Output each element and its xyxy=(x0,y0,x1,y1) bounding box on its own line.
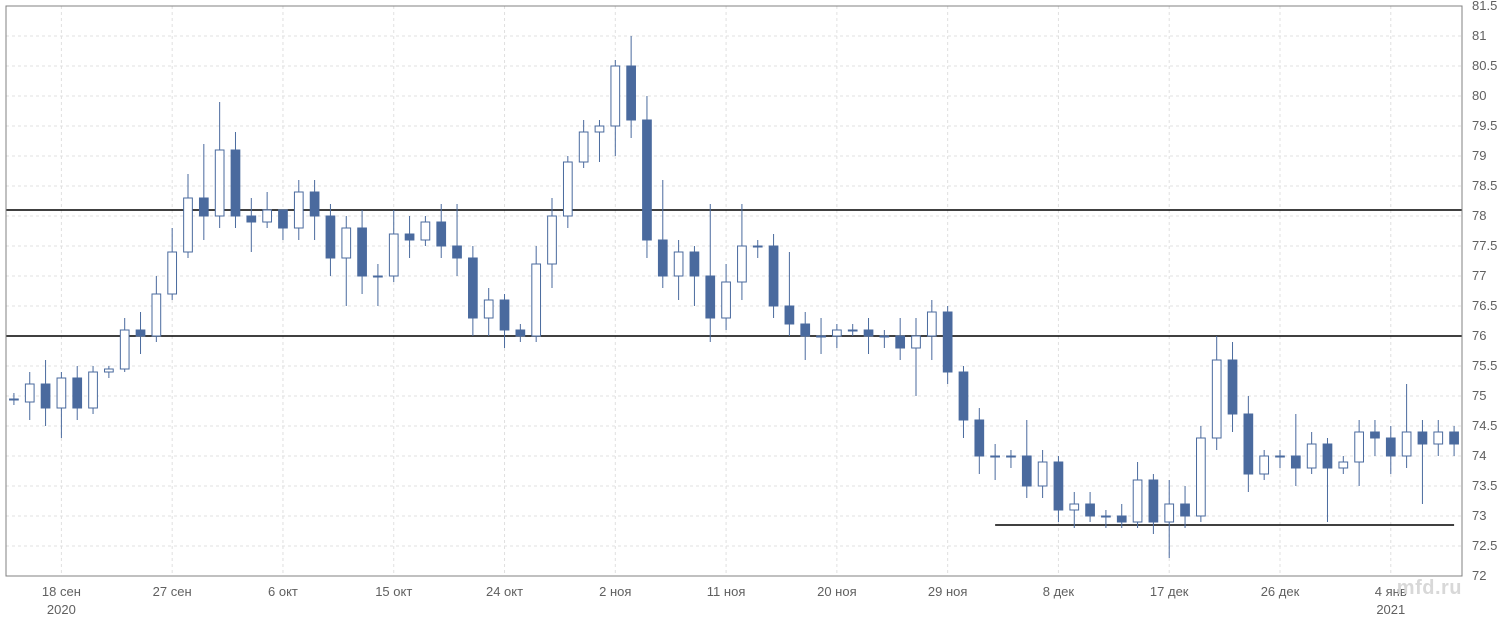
svg-text:11 ноя: 11 ноя xyxy=(707,584,746,599)
svg-text:24 окт: 24 окт xyxy=(486,584,523,599)
svg-text:81.5: 81.5 xyxy=(1472,0,1497,13)
svg-text:73: 73 xyxy=(1472,508,1486,523)
svg-text:2021: 2021 xyxy=(1376,602,1405,617)
candlestick-chart: 72 72.5 73 73.5 74 74.5 75 75.5 76 76.5 77 77.5 78 78… xyxy=(0,0,1512,638)
svg-text:20 ноя: 20 ноя xyxy=(817,584,857,599)
svg-text:74.5: 74.5 xyxy=(1472,418,1497,433)
svg-text:27 сен: 27 сен xyxy=(153,584,192,599)
svg-text:79.5: 79.5 xyxy=(1472,118,1497,133)
svg-text:18 сен: 18 сен xyxy=(42,584,81,599)
svg-text:78: 78 xyxy=(1472,208,1486,223)
svg-text:29 ноя: 29 ноя xyxy=(928,584,968,599)
svg-text:79: 79 xyxy=(1472,148,1486,163)
svg-text:17 дек: 17 дек xyxy=(1150,584,1189,599)
svg-text:2020: 2020 xyxy=(47,602,76,617)
svg-text:77.5: 77.5 xyxy=(1472,238,1497,253)
svg-text:76: 76 xyxy=(1472,328,1486,343)
svg-text:74: 74 xyxy=(1472,448,1486,463)
svg-text:81: 81 xyxy=(1472,28,1486,43)
svg-text:75: 75 xyxy=(1472,388,1486,403)
svg-text:15 окт: 15 окт xyxy=(375,584,412,599)
svg-text:6 окт: 6 окт xyxy=(268,584,298,599)
chart-svg: 72 72.5 73 73.5 74 74.5 75 75.5 76 76.5 77 77.5 78 78… xyxy=(0,0,1512,638)
svg-text:80: 80 xyxy=(1472,88,1486,103)
svg-text:78.5: 78.5 xyxy=(1472,178,1497,193)
watermark: mfd.ru xyxy=(1397,577,1462,600)
svg-text:2 ноя: 2 ноя xyxy=(599,584,631,599)
svg-text:8 дек: 8 дек xyxy=(1043,584,1075,599)
svg-text:72.5: 72.5 xyxy=(1472,538,1497,553)
svg-text:72: 72 xyxy=(1472,568,1486,583)
svg-text:75.5: 75.5 xyxy=(1472,358,1497,373)
svg-text:26 дек: 26 дек xyxy=(1261,584,1300,599)
svg-text:76.5: 76.5 xyxy=(1472,298,1497,313)
svg-text:77: 77 xyxy=(1472,268,1486,283)
svg-text:80.5: 80.5 xyxy=(1472,58,1497,73)
svg-text:73.5: 73.5 xyxy=(1472,478,1497,493)
